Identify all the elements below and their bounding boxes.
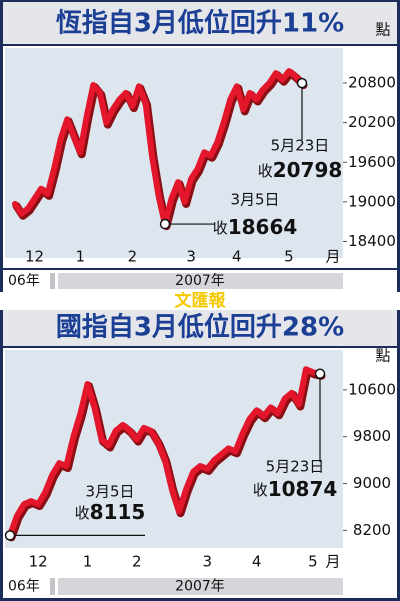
- data-label: 8115: [90, 500, 146, 524]
- annotation-prefix: 收: [258, 162, 273, 180]
- data-label: 10874: [268, 477, 338, 501]
- point-marker: [159, 218, 171, 230]
- x-tick-label: 1: [83, 553, 93, 571]
- y-tick-label: 20200: [348, 113, 396, 131]
- unit-label: 點: [375, 21, 390, 39]
- x-tick-label: 3: [202, 553, 212, 571]
- line: [7, 366, 323, 539]
- x-tick-label: 5: [308, 553, 318, 571]
- y-tick-label: 19600: [348, 153, 396, 171]
- annotation-value: 收20798: [258, 158, 343, 182]
- chart-title: 國指自3月低位回升28%: [56, 312, 344, 343]
- y-tick-label: 8200: [353, 521, 391, 539]
- watermark: 文匯報: [175, 290, 227, 311]
- x-tick-label: 4: [252, 553, 262, 571]
- x-tick-label: 4: [232, 248, 242, 266]
- data-label: 18664: [228, 215, 298, 239]
- x-tick-label: 5: [284, 248, 294, 266]
- year-bar: [58, 578, 343, 595]
- y-tick-label: 20800: [348, 74, 396, 92]
- unit-label: 點: [375, 347, 390, 365]
- x-tick-label: 3: [186, 248, 196, 266]
- point-marker: [296, 77, 308, 89]
- y-tick-label: 9800: [353, 427, 391, 445]
- year-label: 2007年: [175, 579, 225, 595]
- year-label: 2007年: [175, 273, 225, 289]
- year-label: 06年: [8, 579, 40, 595]
- y-tick-label: 18400: [348, 232, 396, 250]
- year-bar: [58, 273, 343, 289]
- title-bar: [3, 310, 397, 346]
- x-tick-label: 12: [29, 553, 48, 571]
- annotation-value: 收8115: [75, 500, 146, 524]
- data-label: 20798: [273, 158, 343, 182]
- point-marker: [4, 530, 16, 541]
- y-tick-label: 9000: [353, 474, 391, 492]
- annotation-date: 5月23日: [266, 458, 325, 476]
- line: [12, 68, 305, 228]
- year-bar-left: [50, 273, 55, 289]
- y-tick-label: 19000: [348, 192, 396, 210]
- annotation-prefix: 收: [253, 481, 268, 499]
- x-tick-label: 1: [75, 248, 85, 266]
- annotation-date: 5月23日: [271, 137, 330, 155]
- x-tick-label: 2: [128, 248, 138, 266]
- y-tick-label: 10600: [348, 380, 396, 398]
- annotation-prefix: 收: [213, 219, 228, 237]
- title-bar: [3, 2, 397, 44]
- year-label: 06年: [8, 273, 40, 289]
- watermark-band: [0, 292, 400, 310]
- year-bar-left: [50, 578, 55, 595]
- x-tick-label: 2: [132, 553, 142, 571]
- point-marker: [314, 368, 326, 380]
- chart-title: 恆指自3月低位回升11%: [56, 8, 344, 39]
- annotation-value: 收18664: [213, 215, 298, 239]
- annotation-value: 收10874: [253, 477, 338, 501]
- plot-area: [5, 350, 343, 548]
- annotation-date: 3月5日: [230, 191, 279, 209]
- month-unit: 月: [325, 553, 340, 571]
- annotation-date: 3月5日: [85, 483, 134, 501]
- x-tick-label: 12: [25, 248, 44, 266]
- month-unit: 月: [325, 248, 340, 266]
- annotation-prefix: 收: [75, 504, 90, 522]
